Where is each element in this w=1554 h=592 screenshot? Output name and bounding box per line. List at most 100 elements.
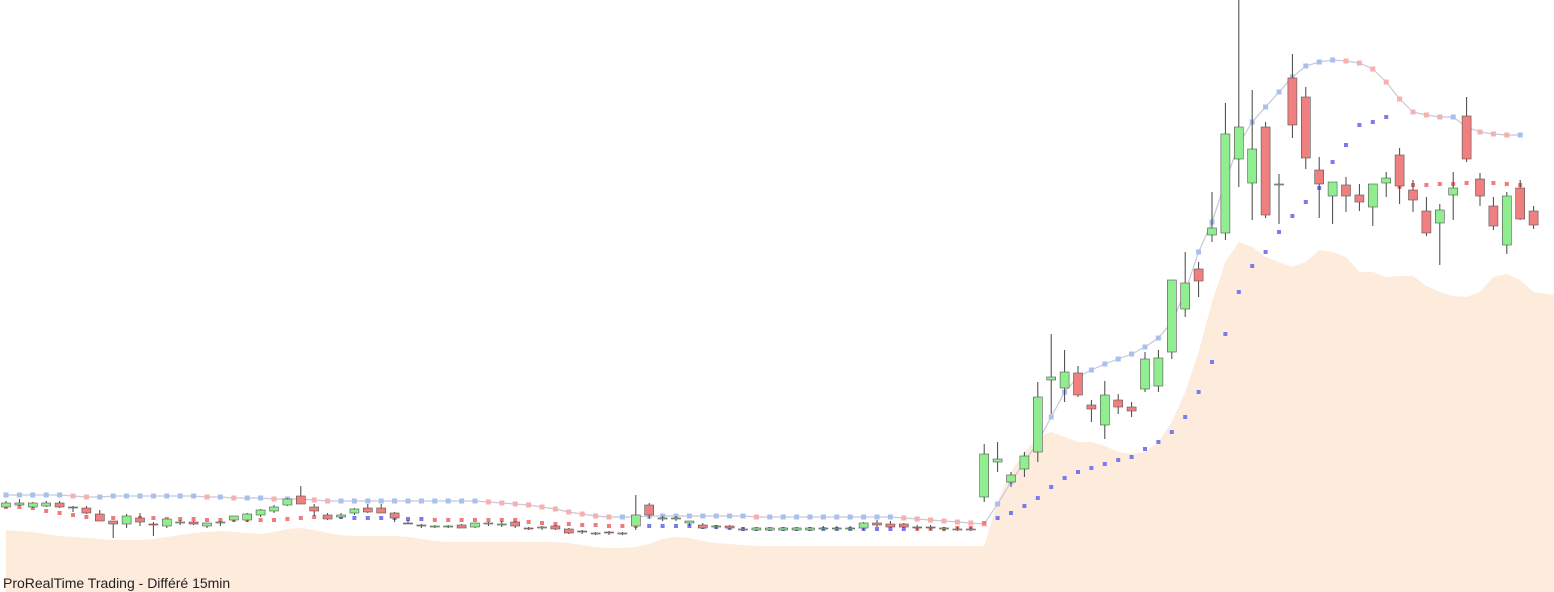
candle [738, 527, 748, 531]
ma-marker [539, 504, 545, 510]
ma-marker [392, 498, 398, 504]
sar-marker [995, 516, 1000, 520]
candle-body-up [952, 528, 963, 531]
candle [27, 502, 38, 508]
sar-marker [1210, 360, 1214, 364]
candle-body-down [389, 512, 400, 519]
candle [403, 520, 413, 525]
candle [1220, 103, 1231, 240]
candle [376, 504, 387, 514]
sar-marker [901, 527, 906, 531]
candle [1381, 172, 1391, 197]
candle [858, 522, 869, 530]
candle-body-down [885, 523, 896, 528]
ma-marker [1437, 114, 1443, 120]
candle-body-up [121, 515, 132, 525]
candle-body-up [1327, 181, 1338, 197]
candle [1528, 206, 1539, 229]
candle [1113, 394, 1123, 414]
candle-body-down [416, 524, 427, 527]
sar-marker [365, 516, 370, 520]
candle [751, 527, 762, 531]
candle-body-down [403, 522, 413, 525]
candle [81, 506, 92, 514]
ma-marker [1330, 57, 1336, 63]
sar-marker [1370, 120, 1375, 124]
candle [1354, 184, 1365, 211]
candle [215, 521, 226, 526]
candle-body-up [1140, 358, 1150, 390]
candle [1046, 334, 1056, 414]
ma-marker [1115, 356, 1121, 362]
sar-marker [1250, 264, 1255, 268]
candle [41, 501, 52, 507]
candle [979, 444, 990, 502]
sar-marker [1357, 123, 1362, 127]
candle-body-down [724, 525, 735, 529]
candle [1006, 472, 1016, 487]
sar-marker [674, 524, 678, 528]
sar-marker [1156, 440, 1161, 444]
ma-marker [941, 518, 947, 524]
candle [1140, 352, 1150, 392]
candle-body-up [630, 514, 641, 527]
sar-marker [406, 517, 410, 521]
candle [939, 527, 949, 531]
candle-body-down [898, 523, 909, 528]
candle-body-up [1274, 183, 1284, 186]
candle-body-down [1488, 205, 1499, 227]
ma-marker [1048, 414, 1054, 420]
candle-body-down [322, 514, 333, 520]
ma-marker [794, 514, 800, 520]
candle [1167, 279, 1177, 359]
ma-marker [97, 494, 103, 500]
ma-marker [1102, 361, 1108, 367]
ma-marker [1490, 131, 1496, 137]
ma-marker [1370, 66, 1376, 72]
candle-body-down [550, 525, 561, 530]
sar-marker [285, 517, 290, 521]
candle-body-down [604, 531, 614, 534]
candle-body-up [202, 522, 212, 527]
candle-body-down [1408, 189, 1418, 201]
candle-body-down [1126, 406, 1137, 412]
candle-body-up [27, 502, 38, 508]
sar-marker [593, 523, 598, 527]
ma-marker [1397, 96, 1403, 102]
sar-marker [1491, 181, 1496, 185]
candle-body-up [805, 527, 815, 531]
ma-marker [1504, 132, 1510, 138]
ma-marker [418, 498, 424, 504]
candle [1100, 381, 1110, 439]
candle-body-down [1528, 210, 1539, 226]
candle-body-down [912, 526, 923, 529]
candle-body-up [818, 527, 829, 530]
candle [831, 526, 842, 530]
ma-marker [432, 498, 438, 504]
sar-marker [486, 518, 491, 522]
candle [269, 505, 279, 513]
candlesticks [1, 0, 1539, 538]
candle [443, 525, 454, 528]
candle-body-up [1153, 357, 1164, 387]
sar-marker [1183, 415, 1188, 419]
ma-marker [1142, 344, 1148, 350]
candle-body-up [336, 514, 346, 518]
sar-marker [151, 516, 156, 520]
candle [630, 495, 641, 530]
volume-area [6, 242, 1554, 592]
candle-body-down [523, 527, 534, 530]
ma-marker [887, 514, 893, 520]
ma-marker [579, 511, 585, 517]
sar-marker [312, 515, 317, 519]
candle-body-down [1193, 268, 1204, 282]
candle [68, 506, 78, 512]
candle-body-up [443, 525, 454, 528]
sar-marker [1236, 290, 1241, 294]
sar-marker [17, 505, 22, 509]
candle-body-up [483, 522, 494, 525]
sar-marker [419, 517, 424, 521]
ma-marker [1129, 351, 1135, 357]
candle [952, 527, 963, 531]
ma-marker [861, 514, 867, 520]
